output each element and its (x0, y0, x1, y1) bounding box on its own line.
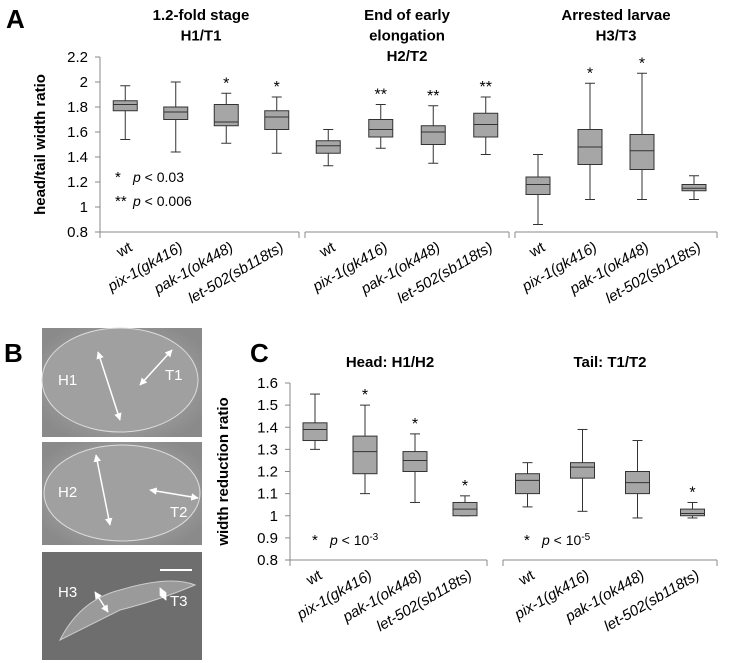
box (315, 140, 341, 154)
y-tick-label: 1 (80, 199, 88, 216)
x-tick-label: wt (303, 566, 326, 589)
legend-symbol: ** (115, 193, 127, 210)
y-tick-label: 1.4 (67, 149, 88, 166)
y-tick-label: 1.2 (67, 174, 88, 191)
arrow (93, 454, 113, 526)
box (473, 112, 499, 138)
significance: * (689, 484, 695, 501)
image-label: H3 (58, 584, 77, 601)
p-exponent: -3 (369, 532, 378, 543)
y-axis-label: width reduction ratio (215, 397, 232, 546)
image-label: H2 (58, 484, 77, 501)
y-tick-label: 1.3 (257, 441, 278, 458)
box (213, 104, 239, 127)
box (515, 473, 540, 495)
x-tick-label: let-502(sb118ts) (394, 239, 495, 307)
panel-label: C (250, 338, 269, 368)
embryo (43, 444, 201, 542)
group-title: H2/T2 (387, 48, 428, 65)
group-title: H1/T1 (181, 28, 222, 45)
box (525, 176, 551, 195)
legend-symbol: * (312, 532, 318, 549)
p-relation: < 10 (550, 532, 582, 548)
p-variable: p (132, 193, 141, 209)
y-tick-label: 1 (270, 508, 278, 525)
group-title: End of early (364, 7, 451, 24)
legend-text: p < 10-5 (541, 532, 591, 548)
p-variable: p (329, 532, 338, 548)
image-label: H1 (58, 372, 77, 389)
p-relation: < 0.006 (141, 193, 192, 209)
x-tick-label: wt (113, 238, 136, 261)
arrow (94, 591, 109, 613)
significance: ** (427, 88, 439, 105)
box (629, 134, 655, 170)
y-tick-label: 1.4 (257, 419, 278, 436)
group-title: Tail: T1/T2 (573, 354, 646, 371)
box (352, 435, 378, 475)
legend-text: p < 10-3 (329, 532, 379, 548)
significance: * (412, 416, 418, 433)
p-relation: < 0.03 (141, 169, 184, 185)
group-title: Head: H1/H2 (346, 354, 434, 371)
significance: * (223, 75, 229, 92)
arrow (96, 351, 122, 421)
box (264, 110, 290, 130)
y-tick-label: 0.8 (67, 224, 88, 241)
legend-text: p < 0.03 (132, 169, 184, 185)
legend-symbol: * (524, 532, 530, 549)
x-tick-label: let-502(sb118ts) (601, 567, 702, 635)
y-tick-label: 2.2 (67, 49, 88, 66)
group-title: H3/T3 (596, 28, 637, 45)
group-title: elongation (369, 28, 445, 45)
arrow (139, 349, 173, 386)
box (163, 106, 189, 120)
box (112, 100, 138, 112)
p-variable: p (541, 532, 550, 548)
box (302, 422, 328, 442)
image-label: T1 (165, 367, 183, 384)
panel-label: B (4, 338, 23, 368)
y-tick-label: 2 (80, 74, 88, 91)
box (681, 184, 707, 192)
significance: * (587, 65, 593, 82)
image-label: T3 (170, 593, 188, 610)
p-variable: p (132, 169, 141, 185)
box (402, 451, 428, 472)
significance: * (362, 387, 368, 404)
micrographs (41, 327, 202, 660)
p-exponent: -5 (581, 532, 590, 543)
y-tick-label: 1.1 (257, 486, 278, 503)
x-tick-label: wt (316, 238, 339, 261)
significance: ** (480, 79, 492, 96)
box (680, 508, 705, 517)
y-axis-label: head/tail width ratio (32, 74, 49, 215)
significance: * (639, 55, 645, 72)
legend-text: p < 0.006 (132, 193, 192, 209)
significance: ** (375, 87, 387, 104)
image-label: T2 (170, 504, 188, 521)
arrow (159, 587, 167, 601)
group-title: Arrested larvae (561, 7, 670, 24)
arrow (149, 487, 199, 501)
significance: * (462, 478, 468, 495)
x-tick-label: wt (526, 238, 549, 261)
legend-symbol: * (115, 169, 121, 186)
y-tick-label: 1.2 (257, 464, 278, 481)
y-tick-label: 0.8 (257, 552, 278, 569)
box (420, 125, 446, 145)
y-tick-label: 1.8 (67, 99, 88, 116)
box (570, 462, 595, 479)
p-relation: < 10 (338, 532, 370, 548)
y-tick-label: 1.6 (257, 375, 278, 392)
significance: * (274, 79, 280, 96)
group-title: 1.2-fold stage (153, 7, 250, 24)
y-tick-label: 0.9 (257, 530, 278, 547)
panel-label: A (6, 4, 25, 34)
x-tick-label: wt (515, 566, 538, 589)
y-tick-label: 1.6 (67, 124, 88, 141)
box (368, 119, 394, 138)
y-tick-label: 1.5 (257, 397, 278, 414)
